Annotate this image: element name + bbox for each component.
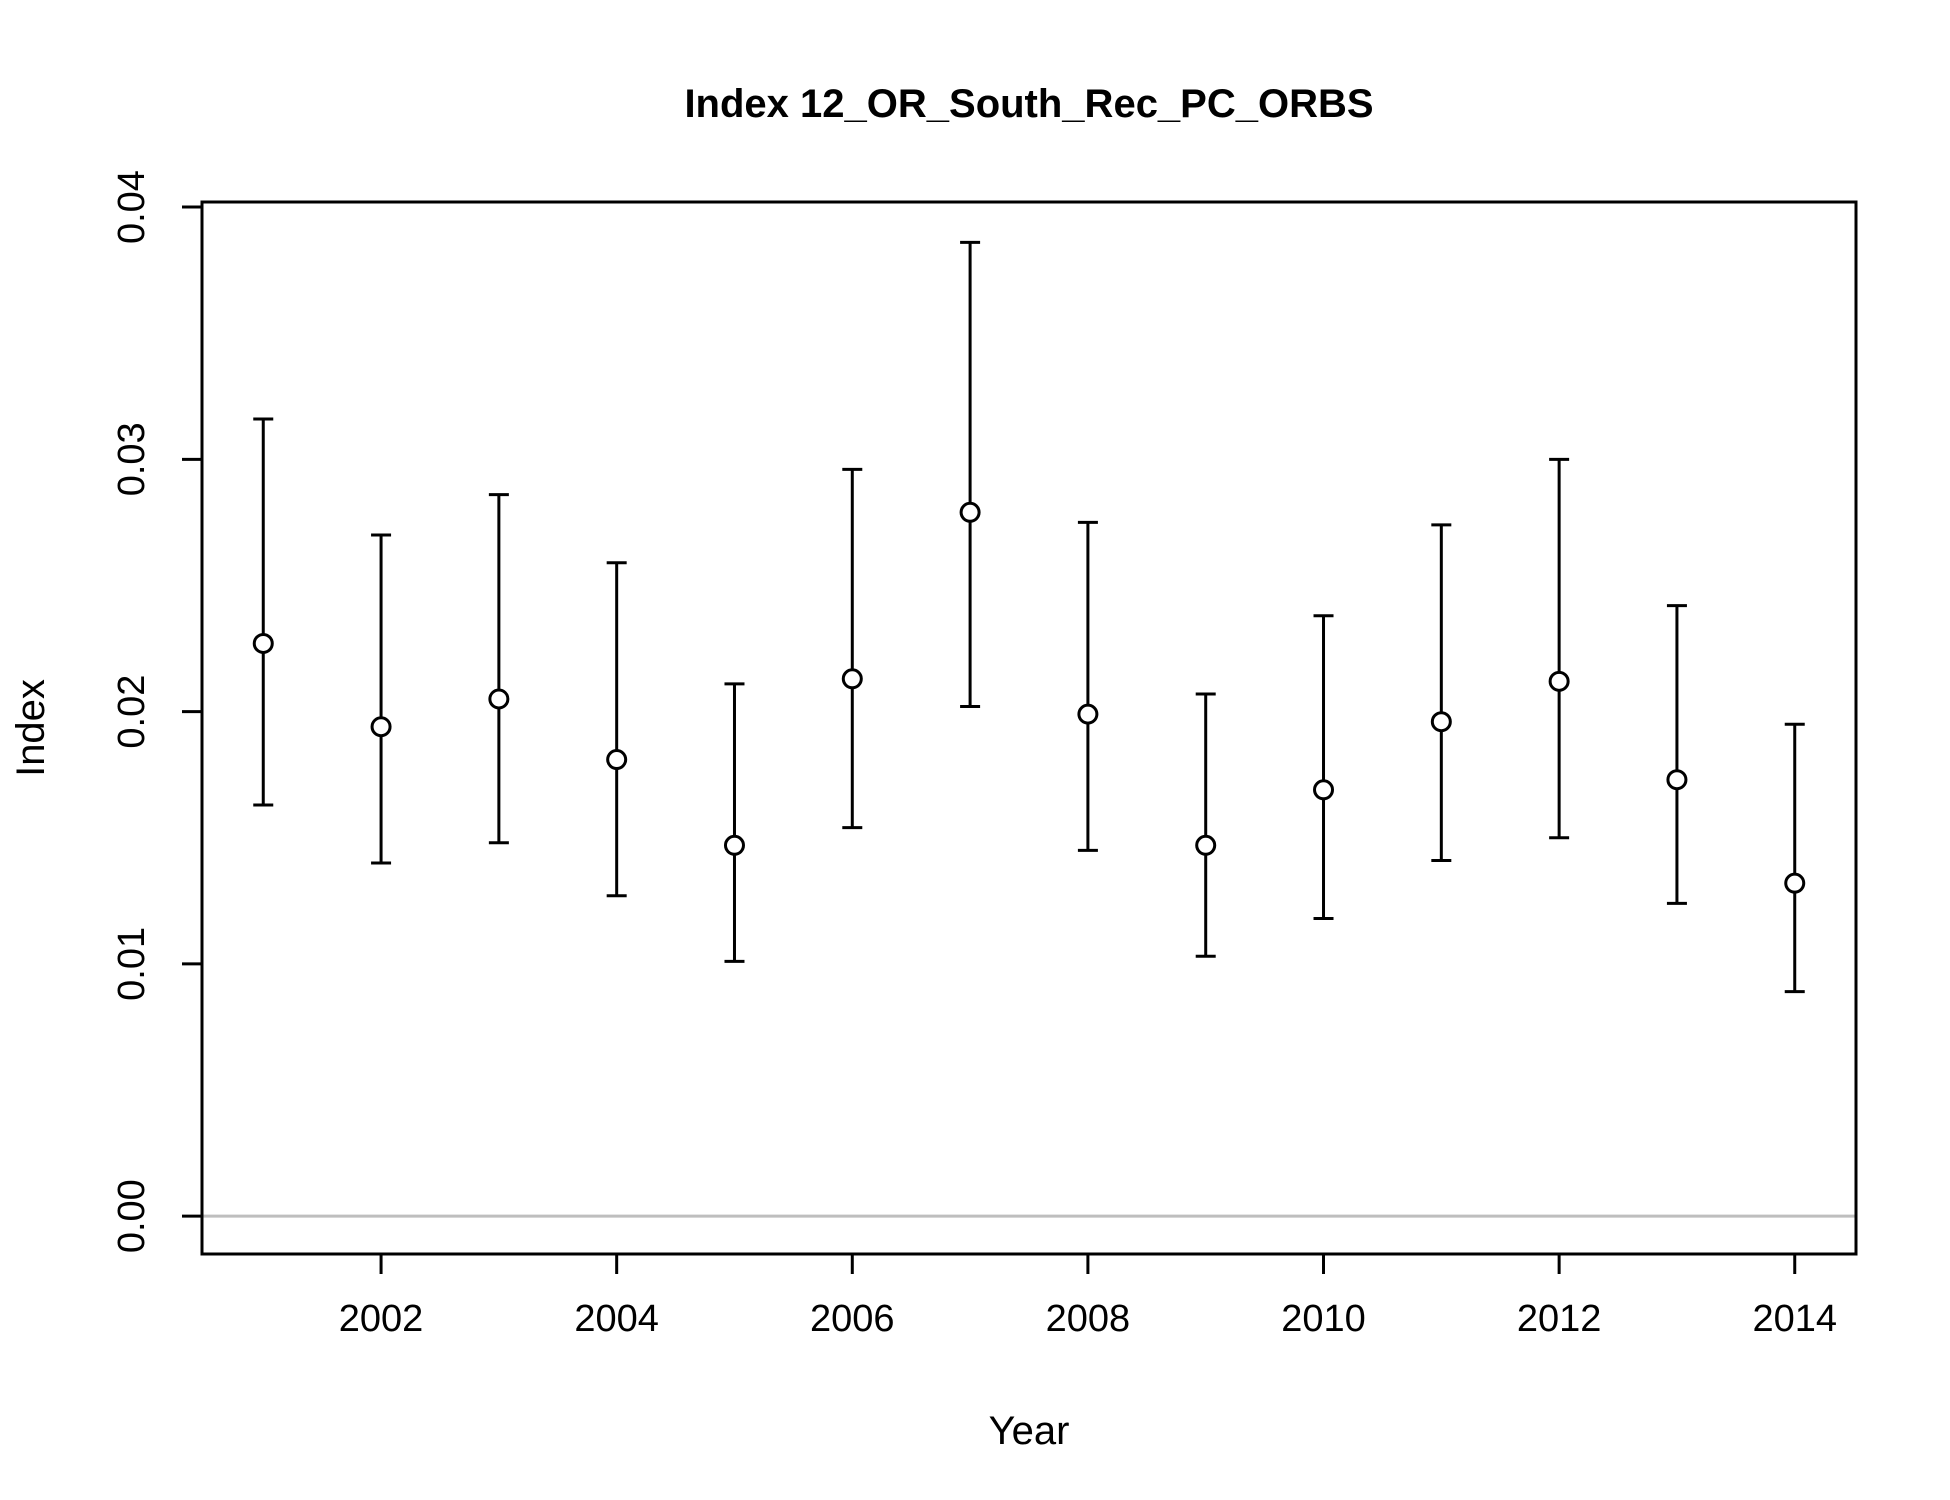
y-tick-label: 0.03 — [111, 422, 153, 496]
data-point — [1077, 703, 1099, 725]
data-point — [252, 632, 274, 654]
x-tick-label: 2006 — [810, 1298, 895, 1340]
x-tick-label: 2004 — [574, 1298, 659, 1340]
x-axis-label: Year — [989, 1409, 1070, 1453]
data-point — [1666, 769, 1688, 791]
y-axis-label: Index — [9, 679, 53, 777]
x-tick-label: 2002 — [339, 1298, 424, 1340]
x-tick-label: 2014 — [1752, 1298, 1837, 1340]
data-point — [1195, 834, 1217, 856]
x-tick-label: 2010 — [1281, 1298, 1366, 1340]
data-point — [1548, 670, 1570, 692]
y-tick-label: 0.00 — [111, 1179, 153, 1253]
data-point — [1313, 779, 1335, 801]
y-tick-label: 0.01 — [111, 927, 153, 1001]
data-point — [1784, 872, 1806, 894]
plot-frame — [200, 200, 1858, 1256]
data-point — [488, 688, 510, 710]
data-point — [606, 749, 628, 771]
data-point — [959, 501, 981, 523]
y-tick-label: 0.04 — [111, 170, 153, 244]
x-tick-label: 2008 — [1046, 1298, 1131, 1340]
plot-area: 2002 2004 2006 2008 2010 2012 2014 0.00 0.01 0.02… — [111, 170, 1858, 1340]
data-point — [370, 716, 392, 738]
chart-title: Index 12_OR_South_Rec_PC_ORBS — [684, 82, 1373, 126]
data-point — [1430, 711, 1452, 733]
y-tick-label: 0.02 — [111, 675, 153, 749]
data-point — [841, 668, 863, 690]
x-tick-label: 2012 — [1517, 1298, 1602, 1340]
data-point — [723, 834, 745, 856]
